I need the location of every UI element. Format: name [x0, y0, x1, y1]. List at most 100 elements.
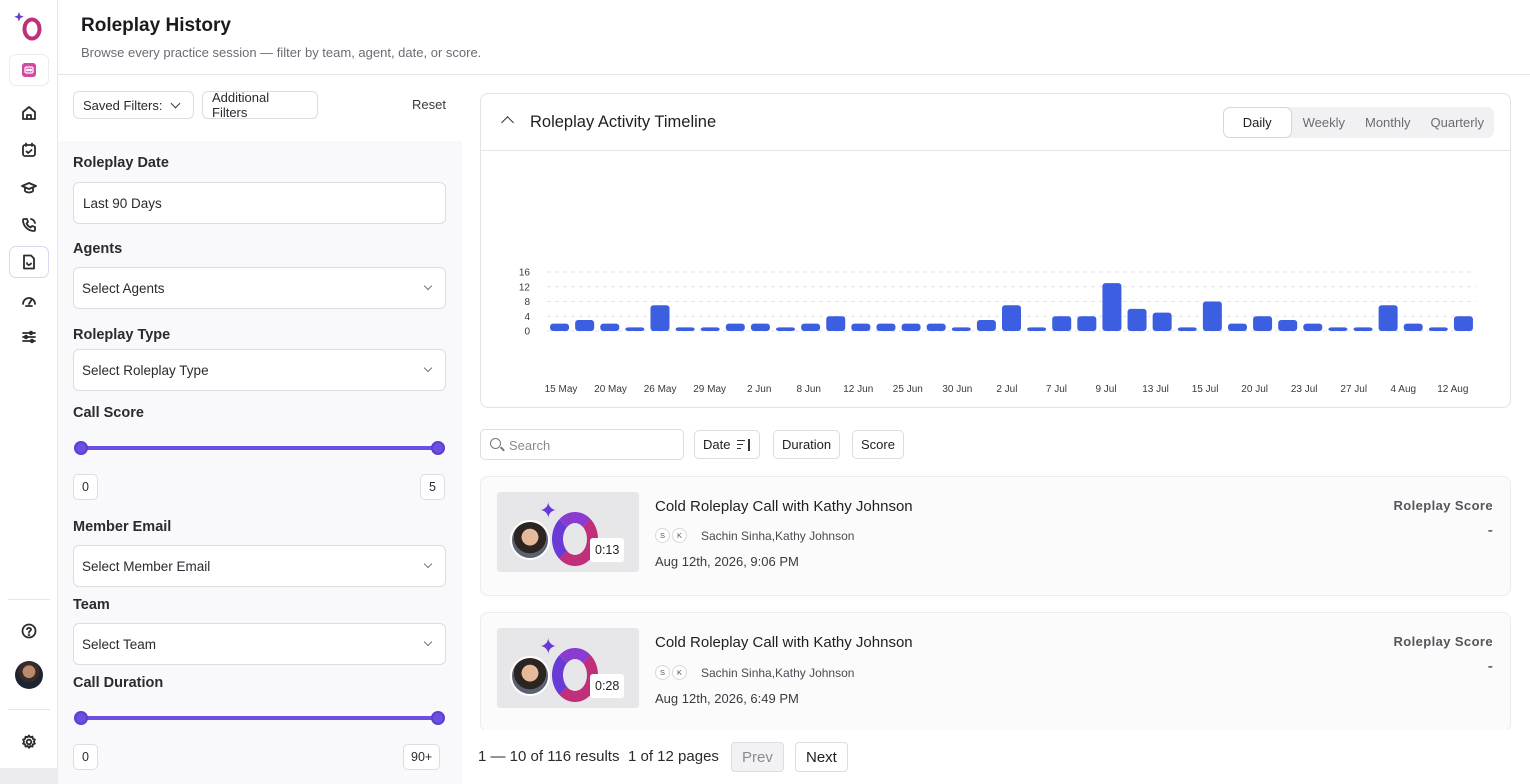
avatar[interactable] [15, 661, 43, 689]
bar [1378, 305, 1398, 331]
calendar-icon[interactable] [16, 137, 42, 163]
slider-min-handle[interactable] [74, 711, 88, 725]
x-tick-label: 30 Jun [942, 384, 972, 395]
bar [1303, 323, 1323, 331]
chevron-down-icon [423, 363, 433, 373]
chevron-down-icon [423, 281, 433, 291]
call-duration-max[interactable]: 90+ [403, 744, 441, 770]
call-score-label: Call Score [73, 405, 144, 421]
search-box[interactable] [480, 429, 684, 460]
call-score-min[interactable]: 0 [73, 474, 98, 500]
x-tick-label: 20 May [594, 384, 627, 395]
chevron-down-icon [423, 637, 433, 647]
roleplay-history-icon[interactable] [9, 246, 49, 278]
bar [1453, 316, 1473, 331]
list-item[interactable]: ✦ 0:28 Cold Roleplay Call with Kathy Joh… [480, 612, 1511, 730]
tab-monthly[interactable]: Monthly [1365, 115, 1411, 130]
results-count: 1 — 10 of 116 results [478, 748, 620, 765]
bar [1102, 283, 1122, 331]
member-email-select-value: Select Member Email [82, 558, 211, 574]
slider-max-handle[interactable] [431, 711, 445, 725]
team-label: Team [73, 597, 110, 613]
sliders-icon[interactable] [16, 324, 42, 350]
bar [876, 323, 896, 331]
team-select[interactable]: Select Team [73, 623, 446, 665]
score-value: - [1487, 658, 1493, 675]
additional-filters-button[interactable]: Additional Filters [202, 90, 318, 120]
sort-score-button[interactable]: Score [852, 430, 904, 459]
session-thumbnail[interactable]: ✦ 0:13 [497, 492, 639, 572]
bar [1328, 327, 1348, 331]
tab-quarterly[interactable]: Quarterly [1430, 115, 1484, 130]
duration-badge: 0:28 [590, 674, 625, 698]
x-tick-label: 7 Jul [1046, 384, 1067, 395]
bar [1152, 312, 1172, 331]
call-duration-min[interactable]: 0 [73, 744, 98, 770]
saved-filters-label: Saved Filters: [83, 97, 163, 113]
x-tick-label: 13 Jul [1142, 384, 1169, 395]
bar [1002, 305, 1021, 331]
reset-button[interactable]: Reset [412, 97, 446, 112]
slider-min-handle[interactable] [74, 441, 88, 455]
x-tick-label: 4 Aug [1390, 384, 1416, 395]
bar [625, 327, 645, 331]
avatar [510, 520, 550, 560]
sort-duration-button[interactable]: Duration [773, 430, 841, 459]
bar [550, 323, 570, 331]
page-subtitle: Browse every practice session — filter b… [81, 45, 482, 60]
call-score-slider[interactable] [74, 441, 445, 455]
list-item[interactable]: ✦ 0:13 Cold Roleplay Call with Kathy Joh… [480, 476, 1511, 596]
duration-badge: 0:13 [590, 538, 625, 562]
sort-date-button[interactable]: Date [694, 430, 761, 459]
home-icon[interactable] [16, 100, 42, 126]
y-tick-label: 12 [519, 282, 531, 293]
score-value: - [1487, 522, 1493, 539]
bar [1253, 316, 1273, 331]
participant-initial: S [655, 528, 670, 543]
slider-max-handle[interactable] [431, 441, 445, 455]
next-page-button[interactable]: Next [795, 742, 848, 772]
y-tick-label: 8 [524, 297, 530, 308]
chevron-down-icon [171, 98, 181, 108]
search-icon [490, 438, 501, 449]
filter-body: Roleplay Date Last 90 Days Agents Select… [58, 141, 462, 784]
call-score-max[interactable]: 5 [420, 474, 445, 500]
bar [750, 323, 770, 331]
agents-label: Agents [73, 241, 123, 257]
member-email-select[interactable]: Select Member Email [73, 545, 446, 587]
sparkle-icon: ✦ [539, 498, 558, 523]
session-date: Aug 12th, 2026, 9:06 PM [655, 554, 799, 569]
session-title[interactable]: Cold Roleplay Call with Kathy Johnson [655, 634, 913, 651]
y-tick-label: 0 [524, 327, 530, 338]
search-input[interactable] [509, 435, 679, 455]
bar [600, 323, 620, 331]
bar [650, 305, 670, 331]
phone-icon[interactable] [16, 212, 42, 238]
logo-icon[interactable] [14, 10, 44, 42]
roleplay-date-field[interactable]: Last 90 Days [73, 182, 446, 224]
bar [1027, 327, 1047, 331]
tab-daily[interactable]: Daily [1222, 107, 1292, 138]
graduation-cap-icon[interactable] [16, 175, 42, 201]
prev-page-button[interactable]: Prev [731, 742, 784, 772]
session-date: Aug 12th, 2026, 6:49 PM [655, 691, 799, 706]
participant-initial: K [672, 665, 687, 680]
x-tick-label: 25 Jun [893, 384, 923, 395]
bot-icon[interactable] [9, 54, 49, 86]
dashboard-icon[interactable] [16, 288, 42, 314]
x-tick-label: 26 May [644, 384, 677, 395]
x-tick-label: 12 Aug [1437, 384, 1468, 395]
roleplay-type-select[interactable]: Select Roleplay Type [73, 349, 446, 391]
help-icon[interactable] [16, 618, 42, 644]
session-thumbnail[interactable]: ✦ 0:28 [497, 628, 639, 708]
score-label: Roleplay Score [1393, 634, 1493, 649]
tab-weekly[interactable]: Weekly [1302, 115, 1345, 130]
session-title[interactable]: Cold Roleplay Call with Kathy Johnson [655, 498, 913, 515]
settings-icon[interactable] [16, 729, 42, 755]
call-duration-slider[interactable] [74, 711, 445, 725]
activity-chart: 0 4 8 12 16 15 May 20 May 26 May 29 May 2 Jun 8 Ju… [519, 268, 1476, 395]
agents-select[interactable]: Select Agents [73, 267, 446, 309]
saved-filters-dropdown[interactable]: Saved Filters: [73, 91, 194, 119]
chevron-up-icon[interactable] [501, 116, 514, 129]
team-select-value: Select Team [82, 636, 157, 652]
